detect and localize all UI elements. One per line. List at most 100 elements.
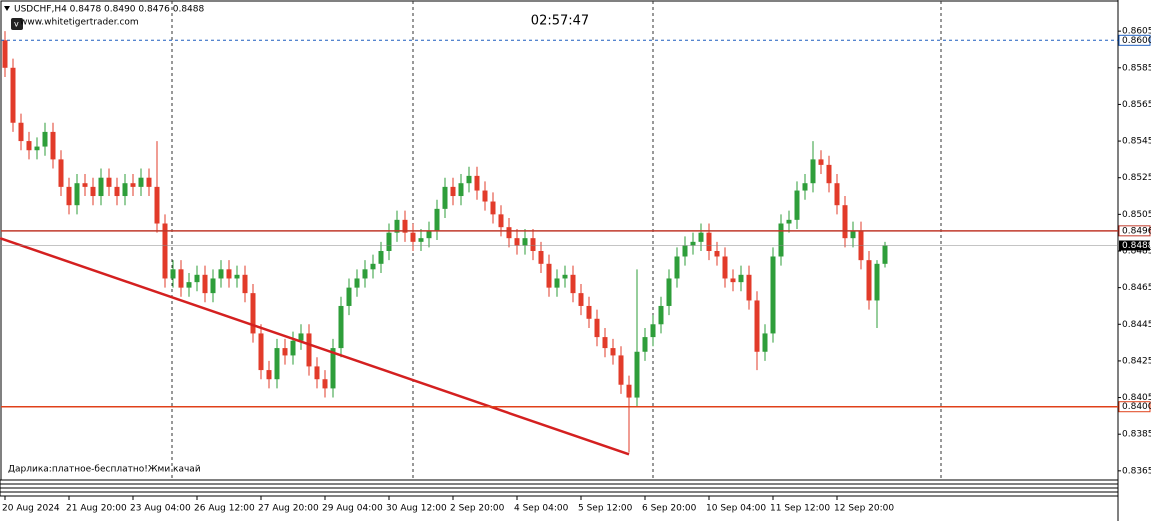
- menu-icon[interactable]: [11, 18, 23, 30]
- candle-body: [714, 250, 720, 257]
- price-badge: [1118, 401, 1151, 413]
- candle-body: [698, 232, 704, 242]
- trendline: [0, 236, 630, 456]
- candle-body: [810, 159, 816, 184]
- candle-body: [2, 40, 8, 68]
- y-tick-label: 0.8485: [1122, 246, 1151, 256]
- candle-body: [26, 141, 32, 151]
- current-price-label: 0.8488: [1122, 241, 1151, 251]
- x-tick-label: 6 Sep 20:00: [642, 504, 697, 514]
- x-tick-label: 29 Aug 04:00: [322, 504, 383, 514]
- candle-body: [98, 177, 104, 197]
- current-price-badge: [1119, 240, 1150, 251]
- candle-body: [850, 230, 856, 239]
- candle-body: [234, 274, 240, 279]
- candle-body: [674, 256, 680, 279]
- candle-body: [466, 175, 472, 184]
- candle-body: [34, 146, 40, 151]
- x-tick-label: 2 Sep 20:00: [450, 504, 505, 514]
- candle-body: [770, 256, 776, 334]
- candle-body: [842, 205, 848, 239]
- x-tick-label: 4 Sep 04:00: [514, 504, 569, 514]
- candle-body: [274, 348, 280, 380]
- candle-body: [722, 256, 728, 279]
- y-tick-label: 0.8385: [1122, 430, 1151, 440]
- menu-icon-glyph: v: [14, 20, 19, 29]
- candle-body: [186, 282, 192, 288]
- candle-body: [834, 183, 840, 206]
- candle-body: [402, 219, 408, 233]
- candle-body: [786, 219, 792, 224]
- candle-body: [354, 278, 360, 288]
- y-tick-label: 0.8525: [1122, 173, 1151, 183]
- candle-body: [338, 305, 344, 349]
- candle-body: [18, 122, 24, 142]
- y-tick-label: 0.8465: [1122, 283, 1151, 293]
- x-tick-label: 27 Aug 20:00: [258, 504, 319, 514]
- candle-body: [122, 183, 128, 197]
- candle-body: [106, 177, 112, 187]
- candle-body: [450, 186, 456, 197]
- candle-body: [682, 245, 688, 257]
- candle-body: [690, 241, 696, 246]
- candle-body: [626, 384, 632, 398]
- x-tick-label: 12 Sep 20:00: [834, 504, 894, 514]
- candle-body: [506, 227, 512, 239]
- candle-body: [586, 305, 592, 319]
- annotation: Дарлика:платное-бесплатно!Жми качай: [8, 465, 201, 475]
- candle-body: [730, 278, 736, 283]
- candle-body: [194, 274, 200, 283]
- candle-body: [546, 263, 552, 288]
- candle-body: [242, 274, 248, 294]
- price-badge-label: 0.8496: [1122, 226, 1151, 236]
- candle-body: [514, 238, 520, 246]
- candle-body: [578, 293, 584, 306]
- candle-body: [530, 238, 536, 251]
- candle-body: [570, 274, 576, 294]
- candle-body: [738, 274, 744, 283]
- candle-body: [370, 263, 376, 270]
- candle-body: [706, 232, 712, 251]
- candle-body: [610, 348, 616, 356]
- x-tick-label: 26 Aug 12:00: [194, 504, 255, 514]
- candle-body: [146, 177, 152, 187]
- candle-body: [170, 269, 176, 279]
- candle-body: [66, 186, 72, 206]
- candle-body: [346, 287, 352, 306]
- x-tick-label: 21 Aug 20:00: [66, 504, 127, 514]
- candle-body: [650, 324, 656, 338]
- x-tick-label: 20 Aug 2024: [2, 504, 60, 514]
- candle-body: [154, 186, 160, 224]
- candle-body: [130, 183, 136, 187]
- candle-body: [74, 183, 80, 206]
- candle-body: [754, 300, 760, 352]
- x-tick-label: 23 Aug 04:00: [130, 504, 191, 514]
- candle-body: [658, 305, 664, 325]
- candle-body: [874, 263, 880, 301]
- x-tick-label: 11 Sep 12:00: [770, 504, 830, 514]
- candle-body: [314, 366, 320, 380]
- y-tick-label: 0.8565: [1122, 100, 1151, 110]
- candle-body: [490, 201, 496, 215]
- candle-body: [226, 269, 232, 279]
- candle-body: [474, 175, 480, 191]
- candle-body: [802, 183, 808, 191]
- symbol-line: USDCHF,H4 0.8478 0.8490 0.8476 0.8488: [14, 5, 204, 15]
- candle-body: [434, 208, 440, 231]
- candle-body: [210, 278, 216, 294]
- dropdown-icon[interactable]: [4, 6, 10, 11]
- candle-body: [410, 232, 416, 242]
- candle-body: [362, 269, 368, 279]
- candle-body: [826, 164, 832, 184]
- candle-body: [458, 183, 464, 197]
- x-tick-label: 10 Sep 04:00: [706, 504, 766, 514]
- candle-body: [82, 183, 88, 187]
- candle-body: [306, 333, 312, 367]
- candle-body: [322, 379, 328, 389]
- website: www.whitetigertrader.com: [20, 18, 139, 28]
- y-tick-label: 0.8605: [1122, 27, 1151, 37]
- y-tick-label: 0.8445: [1122, 320, 1151, 330]
